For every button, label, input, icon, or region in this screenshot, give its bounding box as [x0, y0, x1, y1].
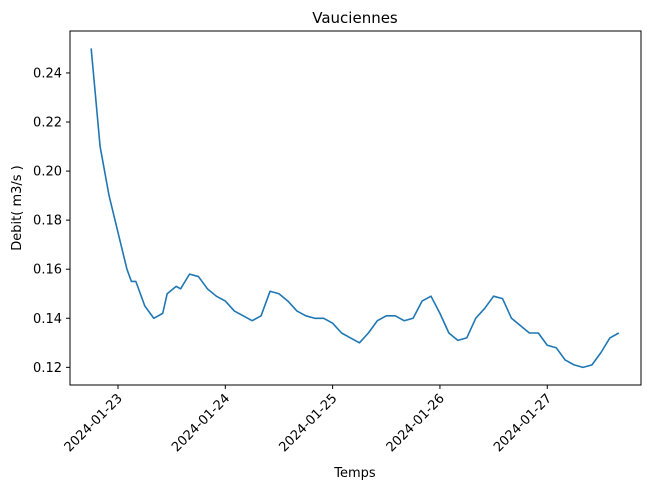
- y-tick-label: 0.20: [33, 165, 62, 180]
- x-axis-label: Temps: [333, 466, 376, 481]
- x-axis: 2024-01-23 2024-01-24 2024-01-25 2024-01-26…: [62, 385, 555, 455]
- series-line-0: [90, 48, 620, 369]
- y-axis-label: Debit( m3/s ): [10, 165, 25, 250]
- x-tick-label: 2024-01-26: [384, 391, 448, 455]
- y-tick-label: 0.14: [33, 312, 62, 327]
- y-tick-label: 0.16: [33, 263, 62, 278]
- y-axis: 0.12 0.14 0.16 0.18 0.20 0.22 0.24: [33, 66, 70, 376]
- x-tick-label: 2024-01-25: [276, 391, 340, 455]
- plot-area: [90, 48, 620, 369]
- x-tick-label: 2024-01-23: [62, 391, 126, 455]
- y-tick-label: 0.12: [33, 361, 62, 376]
- chart-title: Vauciennes: [312, 9, 398, 27]
- y-tick-label: 0.24: [33, 66, 62, 81]
- y-tick-label: 0.22: [33, 116, 62, 131]
- x-tick-label: 2024-01-27: [491, 391, 555, 455]
- plot-frame: [69, 30, 642, 386]
- y-tick-label: 0.18: [33, 214, 62, 229]
- x-tick-label: 2024-01-24: [169, 391, 233, 455]
